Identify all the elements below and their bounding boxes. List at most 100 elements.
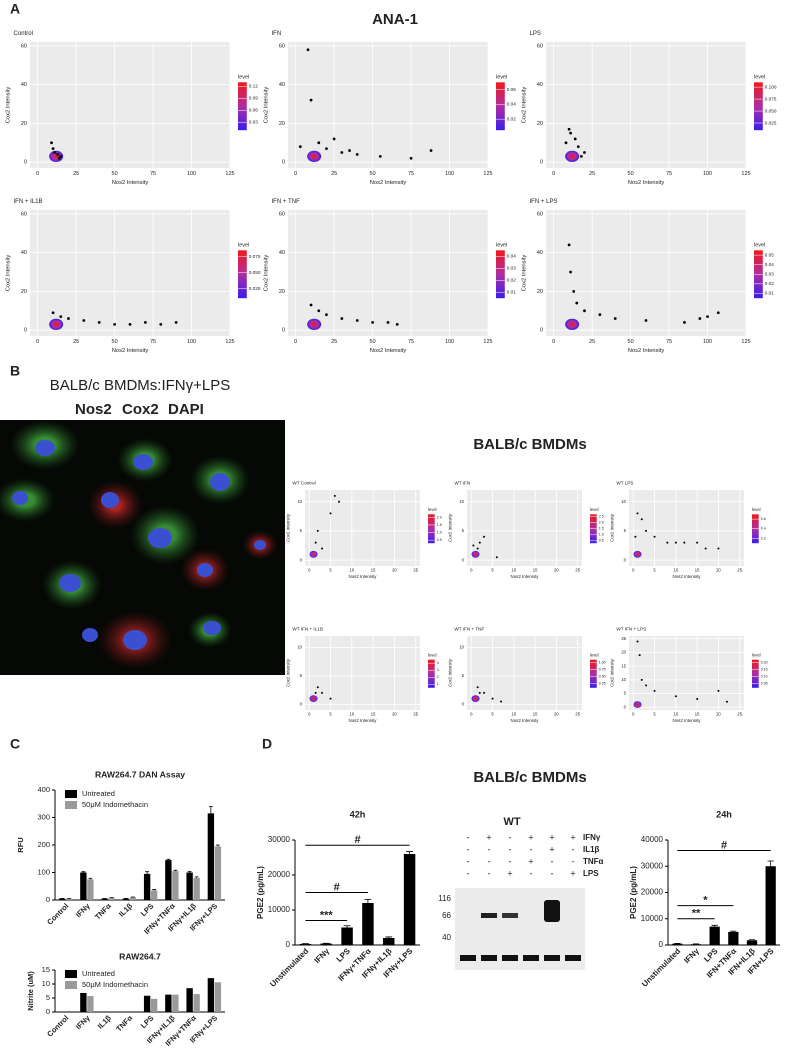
- x-tick-label: 75: [150, 171, 156, 177]
- y-tick-label: 10: [297, 499, 302, 504]
- point: [316, 529, 319, 532]
- colorbar-label: 4: [437, 661, 439, 665]
- x-tick-label: 125: [741, 171, 750, 177]
- x-tick-label: 0: [36, 339, 39, 345]
- plot-title: IFN + LPS: [530, 199, 558, 205]
- plot-background: [288, 42, 488, 168]
- plot-title: IFN: [272, 31, 282, 37]
- y-tick-label: 0: [282, 160, 285, 166]
- colorbar-label: 0.4: [761, 527, 766, 531]
- point: [348, 149, 351, 152]
- x-tick-label: 0: [470, 567, 473, 572]
- x-axis-label: Nos2 Intensity: [511, 718, 540, 723]
- gel-title: WT: [503, 816, 520, 828]
- y-tick-label: 60: [279, 211, 285, 217]
- y-axis-label: PGE2 (pg/mL): [256, 866, 265, 919]
- lane-sign: -: [488, 844, 491, 854]
- point: [583, 309, 586, 313]
- y-tick-label: 20: [537, 289, 543, 295]
- colorbar-label: 0.100: [765, 84, 777, 89]
- bar: [186, 988, 193, 1012]
- bar: [362, 903, 374, 945]
- error-bar: [173, 869, 178, 872]
- x-tick-label: 50: [112, 171, 118, 177]
- bar: [193, 994, 200, 1012]
- x-axis-label: Nos2 Intensity: [673, 718, 702, 723]
- colorbar-label: 1.0: [437, 530, 442, 534]
- point: [325, 147, 328, 151]
- error-bar: [152, 889, 157, 891]
- legend-title: level: [238, 242, 249, 248]
- plot-background: [30, 210, 230, 336]
- y-tick-label: 10: [42, 979, 50, 988]
- point: [51, 147, 55, 151]
- y-tick-label: 40000: [641, 835, 664, 844]
- lane-sign: -: [509, 844, 512, 854]
- point: [645, 529, 648, 532]
- bar: [690, 944, 702, 945]
- y-tick-label: 20: [621, 650, 626, 655]
- point: [332, 137, 336, 141]
- bar: [728, 931, 739, 945]
- micrograph: [0, 420, 285, 675]
- row-label: TNFα: [583, 857, 604, 866]
- x-tick-label: 0: [36, 171, 39, 177]
- point: [59, 315, 63, 319]
- y-tick-label: 15: [621, 663, 626, 668]
- lane-sign: +: [549, 832, 554, 842]
- x-tick-label: 5: [329, 711, 332, 716]
- x-tick-label: TNFα: [114, 1013, 134, 1033]
- bar: [207, 978, 215, 1012]
- point: [725, 700, 728, 703]
- point: [640, 518, 643, 521]
- point: [644, 319, 648, 322]
- y-tick-label: 10: [621, 499, 626, 504]
- lane-sign: -: [572, 844, 575, 854]
- x-tick-label: 20: [716, 567, 721, 572]
- legend-swatch: [65, 790, 77, 798]
- colorbar-label: 2.0: [437, 515, 442, 519]
- lane-sign: +: [570, 868, 575, 878]
- bar: [165, 860, 172, 900]
- y-tick-label: 10: [459, 499, 464, 504]
- y-tick-label: 0: [462, 701, 465, 706]
- bar: [383, 938, 395, 945]
- bar: [143, 873, 151, 900]
- point: [683, 321, 686, 324]
- density-cluster: [307, 150, 322, 163]
- density-cluster: [633, 701, 642, 708]
- plot-background: [467, 636, 582, 710]
- point: [674, 695, 677, 698]
- error-bar: [215, 844, 220, 847]
- x-tick-label: 10: [674, 567, 679, 572]
- lane-sign: +: [528, 832, 533, 842]
- y-axis-label: Cox2 Intensity: [285, 513, 290, 542]
- bar: [341, 927, 353, 945]
- point: [386, 321, 390, 324]
- bar: [765, 866, 776, 945]
- point: [472, 544, 475, 547]
- point: [572, 290, 576, 293]
- x-tick-label: 125: [483, 339, 492, 345]
- y-tick-label: 5: [462, 528, 465, 533]
- row-label: IL1β: [583, 845, 600, 854]
- plot-title: WT Control: [292, 480, 315, 485]
- colorbar-label: 0.04: [507, 102, 516, 107]
- marker-label: 40: [442, 933, 451, 942]
- density-cluster: [309, 550, 318, 558]
- point: [683, 541, 686, 544]
- density-cluster: [471, 550, 480, 558]
- channel-label: Cox2: [122, 401, 159, 418]
- x-tick-label: IL1β: [117, 901, 135, 919]
- colorbar: [590, 659, 597, 688]
- x-tick-label: IFNγ: [682, 946, 701, 965]
- legend-title: level: [428, 653, 437, 658]
- y-tick-label: 20: [279, 121, 285, 127]
- point: [309, 303, 313, 307]
- y-tick-label: 0: [462, 557, 465, 562]
- y-tick-label: 20: [21, 289, 27, 295]
- channel-label: DAPI: [168, 401, 204, 418]
- y-tick-label: 5: [300, 673, 303, 678]
- y-tick-label: 300: [37, 812, 50, 821]
